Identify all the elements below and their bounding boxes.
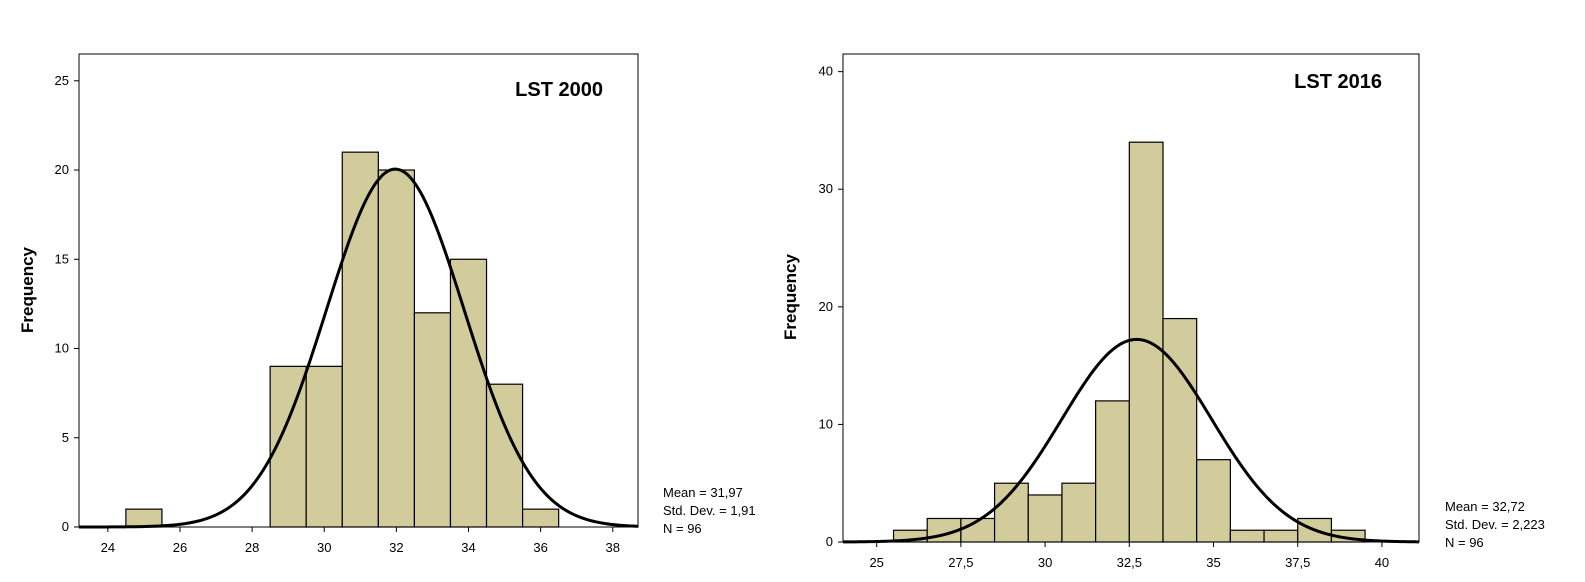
y-tick-label: 25 bbox=[55, 73, 69, 88]
stat-line: Std. Dev. = 2,223 bbox=[1445, 517, 1545, 532]
summary-stats: Mean = 31,97 Std. Dev. = 1,91 N = 96 bbox=[663, 485, 756, 536]
x-tick-label: 25 bbox=[869, 555, 883, 570]
histogram-bar bbox=[413, 312, 452, 528]
x-tick-label: 26 bbox=[173, 540, 187, 555]
y-tick-label: 40 bbox=[819, 64, 833, 79]
y-tick-label: 15 bbox=[55, 251, 69, 266]
x-tick-label: 36 bbox=[533, 540, 547, 555]
x-tick-label: 38 bbox=[606, 540, 620, 555]
stat-line: Mean = 32,72 bbox=[1445, 499, 1525, 514]
histogram-bar bbox=[1263, 529, 1299, 543]
histogram-bar bbox=[1027, 494, 1063, 543]
x-tick-label: 32,5 bbox=[1117, 555, 1142, 570]
chart-title: LST 2000 bbox=[515, 79, 603, 101]
x-tick-label: 34 bbox=[461, 540, 475, 555]
y-axis-label: Frequency bbox=[18, 246, 37, 333]
histogram-bar bbox=[1095, 400, 1130, 543]
histogram-bar bbox=[1196, 459, 1231, 543]
stat-line: N = 96 bbox=[663, 521, 702, 536]
y-tick-label: 20 bbox=[55, 162, 69, 177]
histogram-bar bbox=[125, 508, 163, 528]
histogram-bar bbox=[1229, 529, 1265, 543]
y-tick-label: 5 bbox=[62, 430, 69, 445]
x-tick-label: 32 bbox=[389, 540, 403, 555]
histogram-bar bbox=[485, 383, 524, 528]
x-tick-label: 37,5 bbox=[1285, 555, 1310, 570]
x-tick-label: 24 bbox=[101, 540, 115, 555]
histogram-chart-1: 0 5 10 15 20 25 24 26 28 30 32 34 36 38 LST 2000 Freque… bbox=[18, 53, 756, 555]
y-axis-label: Frequency bbox=[781, 253, 800, 340]
histogram-bar bbox=[1061, 482, 1097, 543]
y-tick-label: 0 bbox=[62, 519, 69, 534]
y-tick-label: 30 bbox=[819, 181, 833, 196]
histogram-bar bbox=[521, 508, 560, 528]
histogram-bar bbox=[341, 151, 379, 528]
x-tick-label: 30 bbox=[1038, 555, 1052, 570]
normal-curve bbox=[79, 167, 639, 529]
stat-line: Std. Dev. = 1,91 bbox=[663, 503, 756, 518]
y-tick-label: 10 bbox=[55, 341, 69, 356]
histogram-bar bbox=[449, 258, 488, 528]
x-tick-label: 30 bbox=[317, 540, 331, 555]
histogram-bar bbox=[1162, 317, 1198, 543]
normal-curve bbox=[842, 337, 1420, 544]
histogram-bar bbox=[305, 365, 343, 528]
y-tick-label: 20 bbox=[819, 299, 833, 314]
x-tick-label: 28 bbox=[245, 540, 259, 555]
y-tick-label: 10 bbox=[819, 416, 833, 431]
x-tick-label: 40 bbox=[1375, 555, 1389, 570]
x-tick-label: 27,5 bbox=[948, 555, 973, 570]
histogram-chart-2: 0 10 20 30 40 25 27,5 30 32,5 35 37,5 40 LST 2016 Fre… bbox=[781, 53, 1545, 570]
histogram-bar bbox=[377, 169, 415, 528]
stat-line: N = 96 bbox=[1445, 535, 1484, 550]
chart-title: LST 2016 bbox=[1294, 71, 1382, 93]
x-tick-label: 35 bbox=[1206, 555, 1220, 570]
y-tick-label: 0 bbox=[826, 534, 833, 549]
stat-line: Mean = 31,97 bbox=[663, 485, 743, 500]
summary-stats: Mean = 32,72 Std. Dev. = 2,223 N = 96 bbox=[1445, 499, 1545, 550]
